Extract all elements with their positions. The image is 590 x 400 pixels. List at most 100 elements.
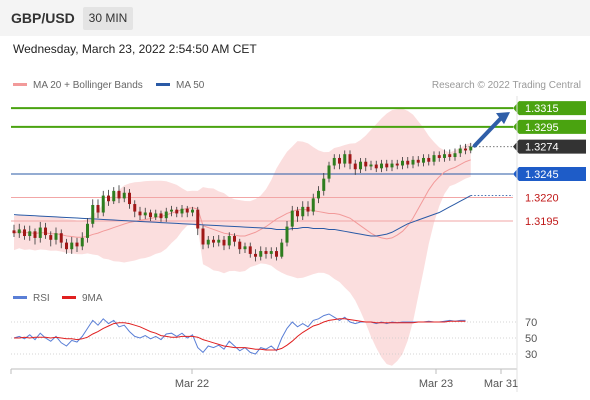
bollinger-band bbox=[14, 108, 471, 366]
candle-body bbox=[185, 208, 189, 213]
candle-body bbox=[343, 154, 347, 164]
rsi-tick-label: 30 bbox=[525, 349, 537, 361]
candle-body bbox=[17, 229, 21, 234]
candle-body bbox=[264, 251, 268, 254]
legend-ma20-label: MA 20 + Bollinger Bands bbox=[33, 80, 143, 91]
candle-body bbox=[107, 195, 110, 202]
candle-body bbox=[206, 239, 210, 245]
price-label-1.3274: 1.3274 bbox=[525, 142, 559, 154]
candle-body bbox=[432, 155, 436, 162]
price-label-1.3220: 1.3220 bbox=[525, 192, 559, 204]
candle-body bbox=[28, 231, 32, 237]
ma50-line bbox=[13, 195, 471, 237]
candle-body bbox=[458, 148, 462, 154]
legend-ma20: MA 20 + Bollinger Bands bbox=[13, 80, 143, 91]
candle-body bbox=[416, 159, 420, 163]
candle-body bbox=[322, 178, 326, 191]
candle-body bbox=[75, 242, 79, 247]
candle-body bbox=[280, 242, 284, 257]
candle-body bbox=[191, 209, 194, 213]
legend-ma50-label: MA 50 bbox=[176, 80, 205, 91]
candle-body bbox=[23, 229, 26, 237]
candle-body bbox=[159, 213, 163, 219]
candle-body bbox=[437, 155, 441, 158]
rsi-series-9ma bbox=[14, 318, 466, 351]
price-label-1.3195: 1.3195 bbox=[525, 216, 559, 228]
candle-body bbox=[401, 160, 404, 166]
candle-body bbox=[133, 204, 137, 212]
candle-body bbox=[259, 251, 263, 257]
candle-body bbox=[180, 208, 184, 214]
candle-body bbox=[54, 233, 58, 240]
x-label: Mar 22 bbox=[175, 378, 209, 390]
candle-body bbox=[248, 246, 252, 254]
candle-body bbox=[59, 233, 63, 243]
legend-ma50: MA 50 bbox=[156, 80, 204, 91]
candle-body bbox=[369, 164, 373, 167]
candle-body bbox=[306, 206, 310, 212]
rsi-tick-label: 50 bbox=[525, 333, 537, 345]
candle-body bbox=[80, 237, 84, 247]
header-bar: GBP/USD 30 MIN bbox=[0, 0, 590, 36]
legend-9ma-label: 9MA bbox=[82, 293, 103, 304]
x-label: Mar 31 bbox=[484, 378, 518, 390]
candle-body bbox=[395, 163, 399, 166]
price-tag-1.3295 bbox=[513, 119, 586, 134]
forecast-arrow bbox=[472, 115, 504, 148]
candle-body bbox=[65, 242, 68, 250]
candle-body bbox=[311, 198, 315, 212]
timeframe-badge[interactable]: 30 MIN bbox=[83, 7, 133, 30]
candle-body bbox=[149, 212, 152, 218]
candle-body bbox=[33, 231, 37, 238]
legend-9ma: 9MA bbox=[62, 293, 103, 304]
legend-rsi-swatch bbox=[13, 295, 27, 299]
price-label-1.3315: 1.3315 bbox=[525, 103, 559, 115]
candle-body bbox=[44, 227, 47, 236]
legend-ma20-swatch bbox=[13, 82, 27, 86]
candle-body bbox=[254, 253, 257, 257]
candle-body bbox=[301, 206, 305, 217]
candle-body bbox=[427, 157, 431, 162]
candle-body bbox=[222, 239, 226, 246]
candle-body bbox=[101, 195, 105, 213]
legend-ma50-swatch bbox=[156, 82, 170, 86]
candle-body bbox=[217, 239, 221, 243]
legend-9ma-swatch bbox=[62, 295, 76, 299]
candle-body bbox=[327, 165, 331, 179]
candle-body bbox=[91, 204, 95, 224]
candle-body bbox=[464, 148, 467, 151]
candle-body bbox=[269, 251, 273, 254]
candle-body bbox=[285, 226, 289, 243]
candle-body bbox=[86, 223, 89, 238]
ma20-line bbox=[13, 159, 471, 240]
candle-body bbox=[443, 154, 446, 158]
candle-body bbox=[390, 163, 394, 168]
candle-body bbox=[359, 161, 362, 170]
candle-body bbox=[49, 235, 53, 240]
candle-body bbox=[175, 209, 179, 214]
candle-body bbox=[212, 239, 215, 243]
candle-body bbox=[374, 164, 378, 169]
candle-body bbox=[353, 163, 357, 170]
candle-body bbox=[275, 251, 278, 257]
candle-body bbox=[196, 209, 200, 229]
candle-body bbox=[164, 211, 168, 219]
rsi-tick-label: 70 bbox=[525, 317, 537, 329]
candle-body bbox=[227, 236, 231, 246]
price-label-1.3245: 1.3245 bbox=[525, 169, 559, 181]
candle-body bbox=[411, 159, 415, 165]
price-label-1.3295: 1.3295 bbox=[525, 122, 559, 134]
legend-rsi-label: RSI bbox=[33, 293, 50, 304]
candle-body bbox=[348, 154, 352, 164]
price-tag-1.3274 bbox=[513, 139, 586, 154]
candle-body bbox=[332, 157, 336, 166]
candle-body bbox=[38, 227, 42, 238]
candle-body bbox=[96, 204, 100, 213]
candle-body bbox=[122, 192, 126, 199]
candle-body bbox=[143, 212, 147, 216]
candle-body bbox=[290, 210, 294, 227]
candle-body bbox=[201, 228, 205, 245]
candle-body bbox=[112, 190, 116, 202]
credit-text: Research © 2022 Trading Central bbox=[431, 80, 581, 91]
